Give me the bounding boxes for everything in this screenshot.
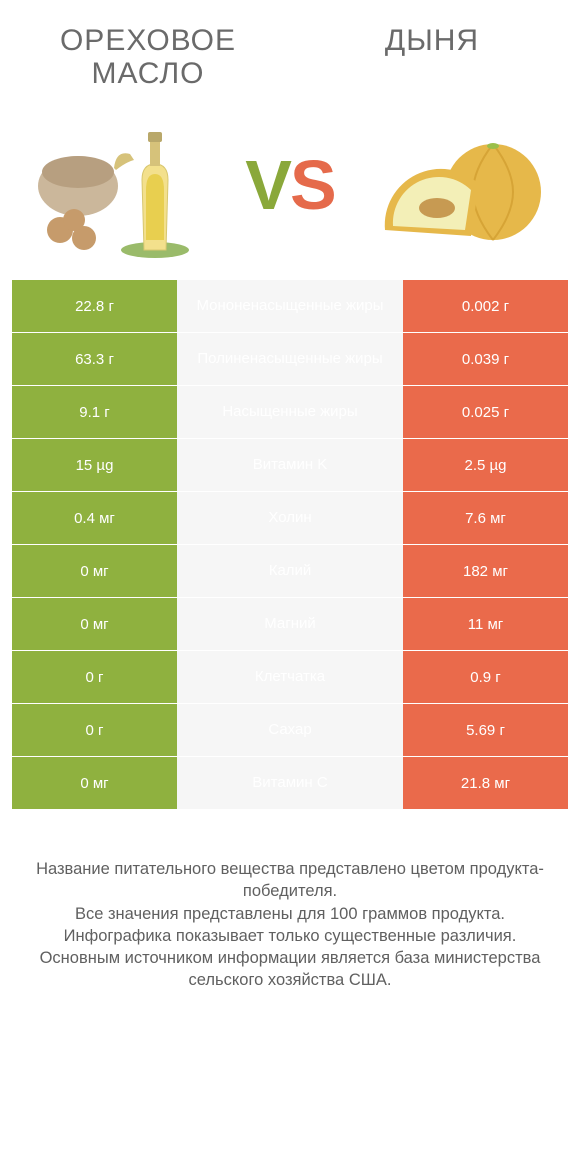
value-cell-right: 7.6 мг: [403, 492, 568, 544]
table-row: 15 µgВитамин K2.5 µg: [12, 439, 568, 492]
footnote-text: Название питательного вещества представл…: [12, 810, 568, 992]
value-cell-right: 0.039 г: [403, 333, 568, 385]
nutrient-label: Полиненасыщенные жиры: [177, 333, 403, 385]
table-row: 0 гКлетчатка0.9 г: [12, 651, 568, 704]
value-cell-left: 0 мг: [12, 545, 177, 597]
nutrient-label: Магний: [177, 598, 403, 650]
table-row: 0 гСахар5.69 г: [12, 704, 568, 757]
nutrient-label: Насыщенные жиры: [177, 386, 403, 438]
comparison-infographic: ОРЕХОВОЕ МАСЛО ДЫНЯ VS: [0, 0, 580, 1174]
value-cell-left: 22.8 г: [12, 280, 177, 332]
footnote-line: Название питательного вещества представл…: [26, 858, 554, 903]
footnote-line: Инфографика показывает только существенн…: [26, 925, 554, 947]
table-row: 0 мгКалий182 мг: [12, 545, 568, 598]
footnote-line: Все значения представлены для 100 граммо…: [26, 903, 554, 925]
nutrient-label: Сахар: [177, 704, 403, 756]
table-row: 0 мгВитамин C21.8 мг: [12, 757, 568, 810]
header-titles: ОРЕХОВОЕ МАСЛО ДЫНЯ: [12, 10, 568, 100]
nutrient-label: Калий: [177, 545, 403, 597]
value-cell-right: 5.69 г: [403, 704, 568, 756]
nutrient-label: Витамин K: [177, 439, 403, 491]
value-cell-left: 15 µg: [12, 439, 177, 491]
nutrient-label: Холин: [177, 492, 403, 544]
vs-label: VS: [245, 145, 334, 225]
value-cell-right: 0.025 г: [403, 386, 568, 438]
product-title-left: ОРЕХОВОЕ МАСЛО: [12, 10, 290, 100]
nutrient-label: Клетчатка: [177, 651, 403, 703]
vs-letter-v: V: [245, 145, 290, 225]
value-cell-right: 182 мг: [403, 545, 568, 597]
product-image-left: [30, 110, 205, 260]
value-cell-left: 0 мг: [12, 757, 177, 809]
value-cell-left: 63.3 г: [12, 333, 177, 385]
value-cell-left: 0 мг: [12, 598, 177, 650]
value-cell-left: 0 г: [12, 651, 177, 703]
vs-letter-s: S: [290, 145, 335, 225]
value-cell-right: 21.8 мг: [403, 757, 568, 809]
product-images-row: VS: [12, 100, 568, 280]
value-cell-right: 2.5 µg: [403, 439, 568, 491]
product-title-right: ДЫНЯ: [290, 10, 568, 67]
product-image-right: [375, 110, 550, 260]
table-row: 22.8 гМононенасыщенные жиры0.002 г: [12, 280, 568, 333]
nutrition-table: 22.8 гМононенасыщенные жиры0.002 г63.3 г…: [12, 280, 568, 810]
table-row: 0 мгМагний11 мг: [12, 598, 568, 651]
value-cell-left: 0.4 мг: [12, 492, 177, 544]
value-cell-right: 0.002 г: [403, 280, 568, 332]
table-row: 0.4 мгХолин7.6 мг: [12, 492, 568, 545]
nutrient-label: Витамин C: [177, 757, 403, 809]
nutrient-label: Мононенасыщенные жиры: [177, 280, 403, 332]
value-cell-right: 11 мг: [403, 598, 568, 650]
table-row: 63.3 гПолиненасыщенные жиры0.039 г: [12, 333, 568, 386]
footnote-line: Основным источником информации является …: [26, 947, 554, 992]
table-row: 9.1 гНасыщенные жиры0.025 г: [12, 386, 568, 439]
value-cell-left: 9.1 г: [12, 386, 177, 438]
value-cell-left: 0 г: [12, 704, 177, 756]
value-cell-right: 0.9 г: [403, 651, 568, 703]
